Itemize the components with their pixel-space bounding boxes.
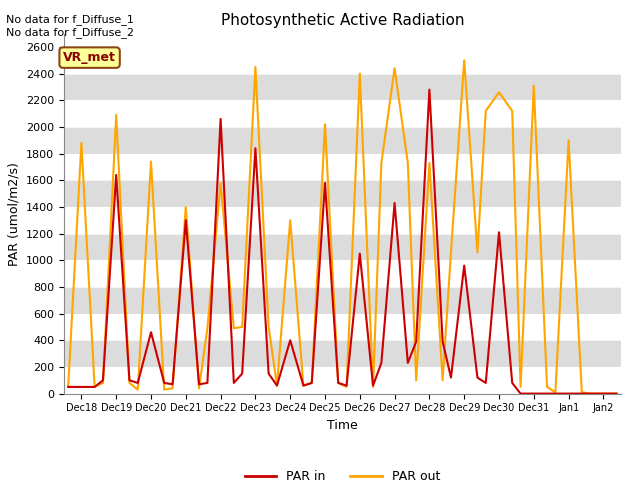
Text: VR_met: VR_met (63, 51, 116, 64)
Y-axis label: PAR (umol/m2/s): PAR (umol/m2/s) (8, 162, 20, 265)
Bar (64, 260, 621, 287)
Bar (64, 154, 621, 180)
Title: Photosynthetic Active Radiation: Photosynthetic Active Radiation (221, 13, 464, 28)
Bar (64, 47, 621, 73)
Legend: PAR in, PAR out: PAR in, PAR out (240, 465, 445, 480)
Bar (64, 287, 621, 313)
Bar (64, 100, 621, 127)
Bar (64, 313, 621, 340)
Bar (64, 73, 621, 100)
Bar (64, 367, 621, 394)
Bar (64, 340, 621, 367)
X-axis label: Time: Time (327, 419, 358, 432)
Bar (64, 234, 621, 260)
Bar (64, 207, 621, 234)
Bar (64, 180, 621, 207)
Bar (64, 127, 621, 154)
Text: No data for f_Diffuse_1
No data for f_Diffuse_2: No data for f_Diffuse_1 No data for f_Di… (6, 14, 134, 38)
